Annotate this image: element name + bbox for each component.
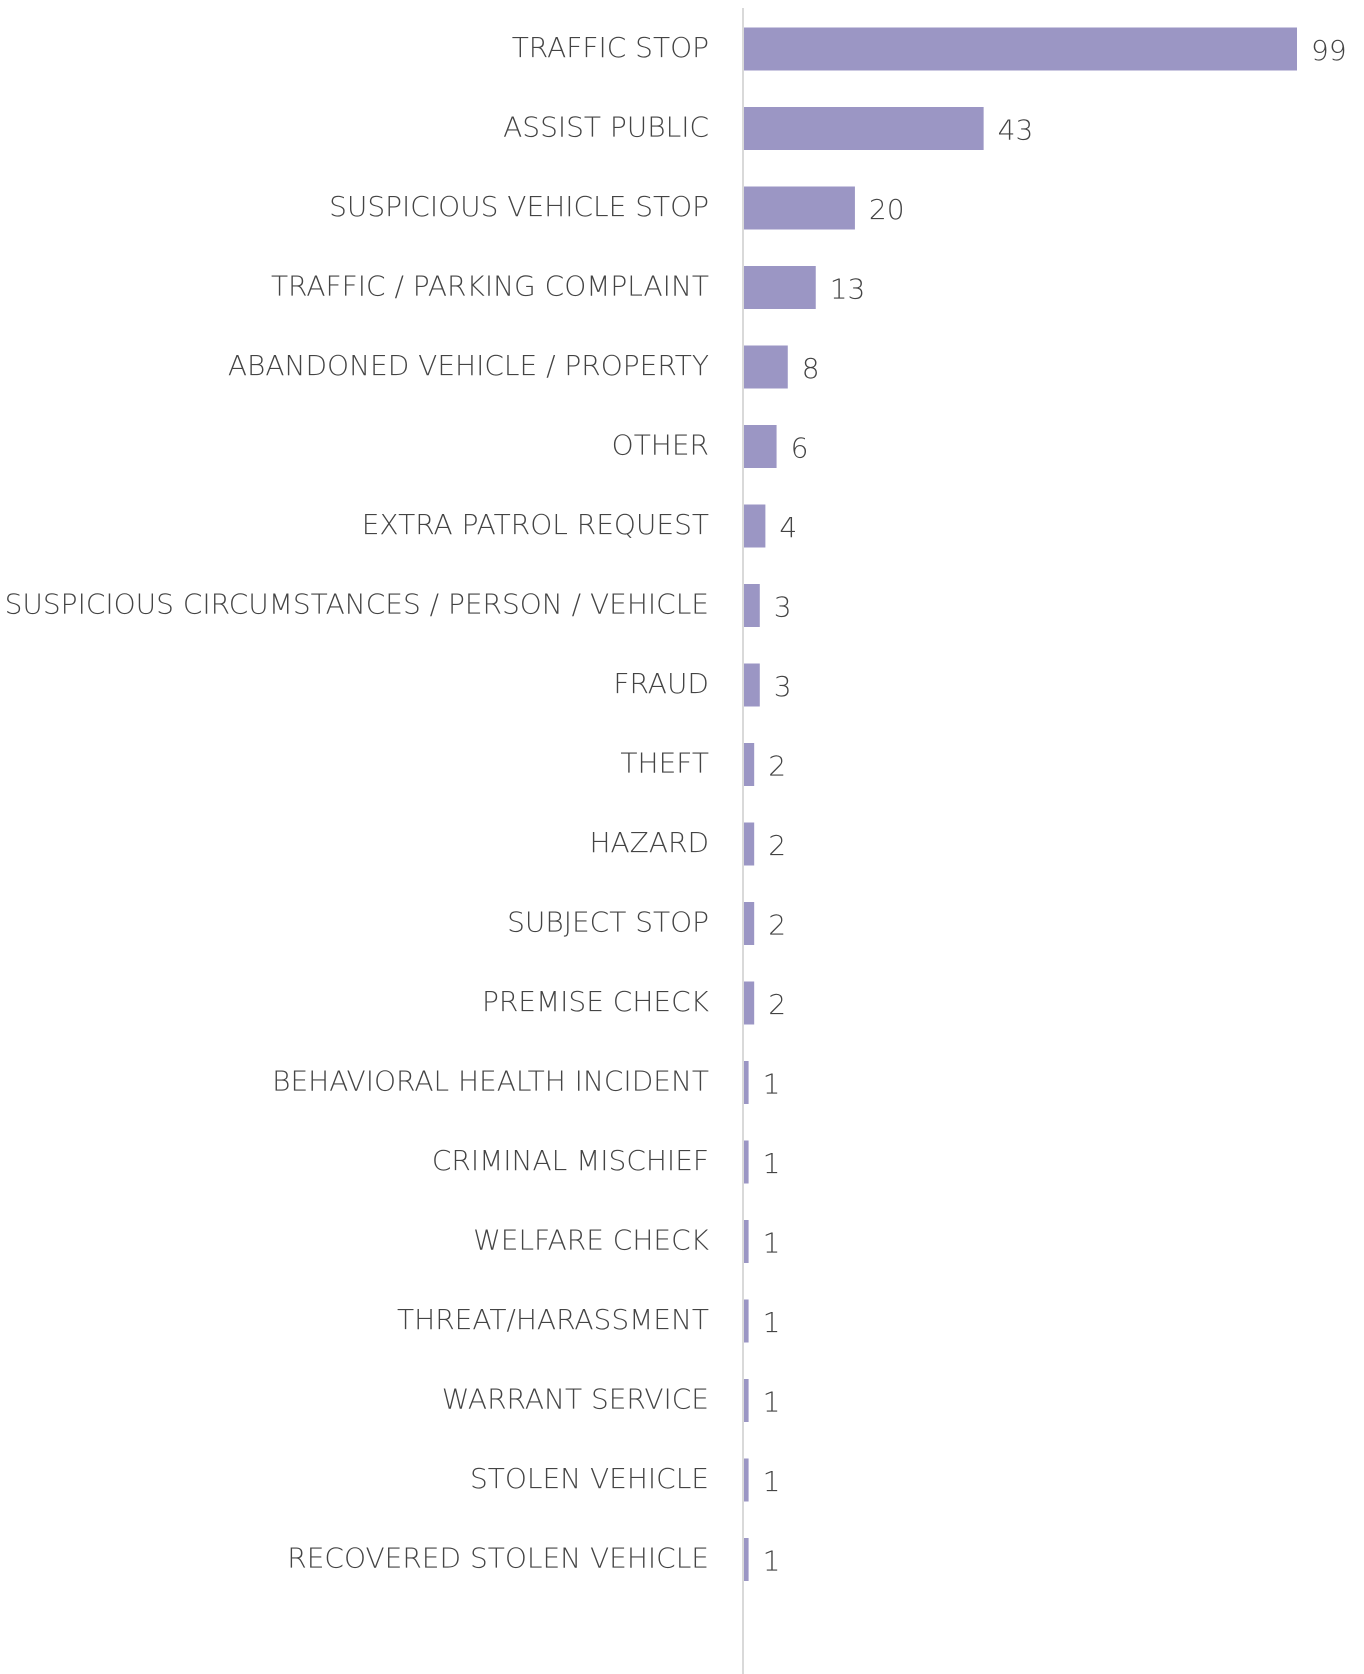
category-label: SUSPICIOUS CIRCUMSTANCES / PERSON / VEHI… — [5, 588, 709, 621]
value-label: 2 — [768, 750, 786, 783]
bar — [744, 107, 984, 150]
value-label: 13 — [830, 273, 866, 306]
bar — [744, 504, 766, 548]
bar — [744, 27, 1297, 71]
value-label: 20 — [869, 193, 905, 226]
value-label: 4 — [779, 511, 797, 544]
value-label: 3 — [774, 670, 792, 703]
bar — [744, 1538, 749, 1581]
value-label: 1 — [763, 1545, 781, 1578]
category-label: OTHER — [612, 429, 709, 462]
bar — [744, 1458, 749, 1502]
bar — [744, 822, 755, 866]
category-label: BEHAVIORAL HEALTH INCIDENT — [272, 1065, 709, 1098]
value-label: 1 — [763, 1306, 781, 1339]
value-label: 2 — [768, 909, 786, 942]
category-label: HAZARD — [589, 826, 709, 859]
category-label: RECOVERED STOLEN VEHICLE — [287, 1542, 709, 1575]
value-label: 1 — [763, 1227, 781, 1260]
value-label: 1 — [763, 1386, 781, 1419]
category-label: EXTRA PATROL REQUEST — [362, 508, 709, 541]
category-label: STOLEN VEHICLE — [470, 1462, 709, 1495]
bar — [744, 1140, 749, 1184]
category-label: THREAT/HARASSMENT — [397, 1303, 709, 1336]
value-label: 43 — [998, 114, 1034, 147]
bar — [744, 345, 788, 389]
category-label: TRAFFIC STOP — [512, 31, 709, 64]
category-label: ASSIST PUBLIC — [503, 111, 709, 144]
category-label: THEFT — [620, 747, 709, 780]
category-label: WELFARE CHECK — [473, 1224, 710, 1257]
value-label: 1 — [763, 1465, 781, 1498]
category-label: ABANDONED VEHICLE / PROPERTY — [228, 349, 709, 382]
category-label: WARRANT SERVICE — [442, 1383, 709, 1416]
bar — [744, 663, 760, 707]
value-label: 2 — [768, 988, 786, 1021]
value-label: 3 — [774, 591, 792, 624]
category-label: SUBJECT STOP — [507, 906, 709, 939]
bar — [744, 981, 755, 1025]
category-label: SUSPICIOUS VEHICLE STOP — [329, 190, 709, 223]
bar — [744, 425, 777, 468]
bar — [744, 266, 816, 309]
category-label: CRIMINAL MISCHIEF — [432, 1144, 709, 1177]
value-label: 1 — [763, 1068, 781, 1101]
category-label: TRAFFIC / PARKING COMPLAINT — [271, 270, 709, 303]
value-label: 2 — [768, 829, 786, 862]
bar — [744, 1299, 749, 1343]
bar — [744, 1379, 749, 1422]
value-label: 6 — [791, 432, 809, 465]
bar — [744, 743, 755, 786]
bar — [744, 1220, 749, 1263]
value-label: 1 — [763, 1147, 781, 1180]
category-label: PREMISE CHECK — [482, 985, 710, 1018]
bar — [744, 584, 760, 627]
value-label: 99 — [1311, 34, 1347, 67]
bar — [744, 186, 855, 230]
bar — [744, 1061, 749, 1104]
bar — [744, 902, 755, 945]
category-label: FRAUD — [613, 667, 709, 700]
value-label: 8 — [802, 352, 820, 385]
